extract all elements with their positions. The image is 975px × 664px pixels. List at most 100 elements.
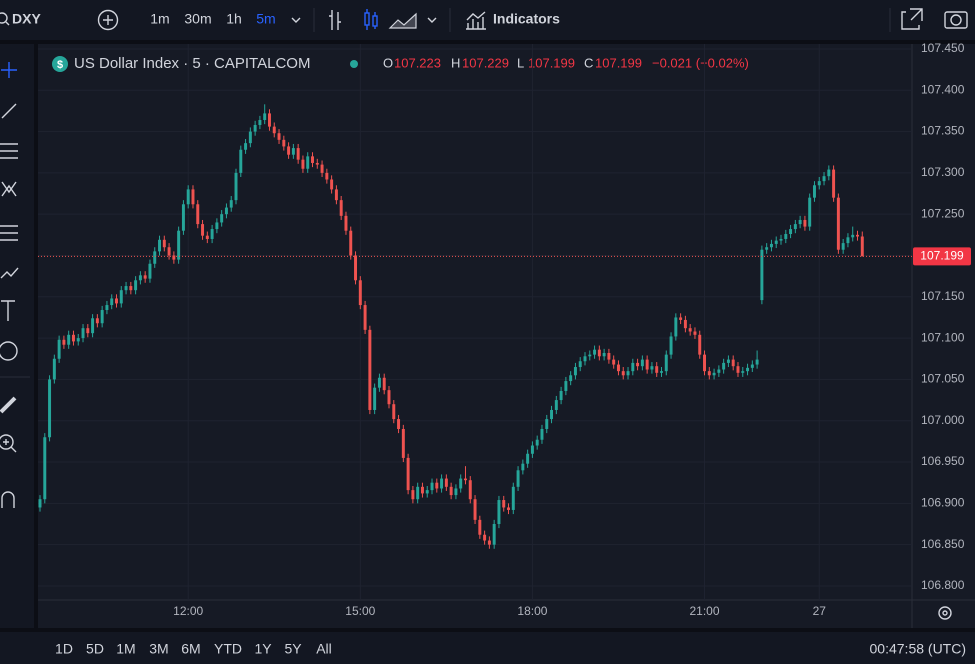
candle-body [244, 143, 248, 150]
candle-body [196, 204, 200, 225]
symbol-logo [52, 56, 68, 72]
range-button[interactable]: 1M [116, 641, 135, 657]
candle-body [698, 334, 702, 355]
candle-body [354, 255, 358, 281]
candle-body [201, 224, 205, 236]
y-tick-label: 106.800 [921, 578, 965, 592]
pattern-tool[interactable] [1, 181, 17, 197]
candle-body [287, 146, 291, 155]
forecast-tool[interactable] [0, 225, 18, 241]
candle-body [817, 181, 821, 186]
brush-tool[interactable] [0, 267, 19, 279]
candle-body [784, 234, 788, 239]
zoom-tool[interactable] [3, 439, 17, 453]
chart-settings[interactable] [938, 606, 952, 620]
range-button[interactable]: YTD [214, 641, 242, 657]
measure-tool[interactable] [0, 396, 17, 414]
candle-body [91, 318, 95, 334]
candle-body [330, 179, 334, 190]
candle-body [822, 176, 826, 182]
ohlc-label: L [517, 55, 524, 70]
text-tool[interactable] [1, 300, 15, 321]
range-button[interactable]: 3M [149, 641, 168, 657]
candle-body [234, 172, 238, 201]
candle-body [282, 139, 286, 147]
share-button[interactable] [901, 8, 923, 30]
zoom-tool[interactable] [0, 434, 14, 450]
candle-body [779, 238, 783, 241]
candle-body [521, 463, 525, 471]
range-button[interactable]: 6M [181, 641, 200, 657]
candle-body [593, 349, 597, 355]
candle-body [530, 445, 534, 454]
candle-body [229, 200, 233, 208]
interval[interactable]: 1m [150, 11, 169, 27]
candle-body [143, 275, 147, 279]
fib-tool[interactable] [0, 143, 18, 159]
ohlc-value: 107.229 [462, 55, 509, 70]
interval-active[interactable]: 5m [256, 11, 275, 27]
search-icon [0, 12, 8, 24]
candle-body [406, 457, 410, 491]
candle-body [263, 113, 267, 121]
candle-body [138, 275, 142, 281]
candle-body [636, 362, 640, 367]
candle-body [239, 149, 243, 173]
candle-body [511, 486, 515, 510]
candle-body [191, 189, 195, 205]
candle-body [119, 290, 123, 304]
clock[interactable]: 00:47:58 (UTC) [870, 641, 966, 657]
interval-menu[interactable] [291, 17, 301, 23]
legend: $ US Dollar Index · 5 · CAPITALCOM O 107… [52, 55, 749, 72]
range-button[interactable]: 5D [86, 641, 104, 657]
candles [38, 104, 864, 549]
plus-icon [103, 15, 113, 25]
symbol: DXY [12, 11, 41, 27]
candle-body [71, 334, 75, 342]
range-button[interactable]: 5Y [284, 641, 302, 657]
crosshair-tool[interactable] [1, 62, 17, 78]
symbol-search[interactable]: DXY [0, 11, 41, 27]
candle-body [167, 247, 171, 256]
indicators-button[interactable]: Indicators [466, 11, 560, 30]
candle-body [205, 235, 209, 239]
x-tick-label: 15:00 [345, 604, 375, 618]
candle-body [502, 500, 506, 508]
add-symbol[interactable] [97, 9, 119, 31]
candle-body [631, 362, 635, 372]
chart-type-menu[interactable] [427, 17, 437, 23]
bars-style[interactable] [329, 10, 341, 30]
interval[interactable]: 30m [184, 11, 211, 27]
magnet-tool[interactable] [1, 491, 15, 508]
candle-body [483, 534, 487, 541]
area-style[interactable] [388, 12, 417, 29]
candle-body [134, 280, 138, 291]
candle-icon [366, 9, 376, 30]
gear-icon [938, 606, 952, 620]
market-status[interactable] [350, 60, 358, 68]
candle-body [717, 369, 721, 373]
legend-title: US Dollar Index · 5 · CAPITALCOM [74, 55, 310, 72]
candle-body [349, 230, 353, 256]
candle-body [473, 499, 477, 520]
candle-body [272, 126, 276, 134]
candle-body [846, 237, 850, 244]
candle-body [655, 366, 659, 373]
candle-body [812, 185, 816, 198]
candle-body [358, 280, 362, 306]
interval[interactable]: 1h [226, 11, 242, 27]
candle-body [95, 318, 99, 324]
candle-body [760, 249, 764, 301]
emoji-tool[interactable] [0, 341, 18, 361]
range-button[interactable]: 1Y [254, 641, 272, 657]
range-button[interactable]: 1D [55, 641, 73, 657]
ohlc-value: 107.223 [394, 55, 441, 70]
screenshot-button[interactable] [944, 11, 968, 29]
candles-style[interactable] [364, 9, 378, 30]
left-toolbar [0, 44, 34, 628]
candle-body [535, 439, 539, 446]
line-tool[interactable] [1, 103, 17, 119]
range-button[interactable]: All [316, 641, 332, 657]
candle-body [650, 366, 654, 370]
